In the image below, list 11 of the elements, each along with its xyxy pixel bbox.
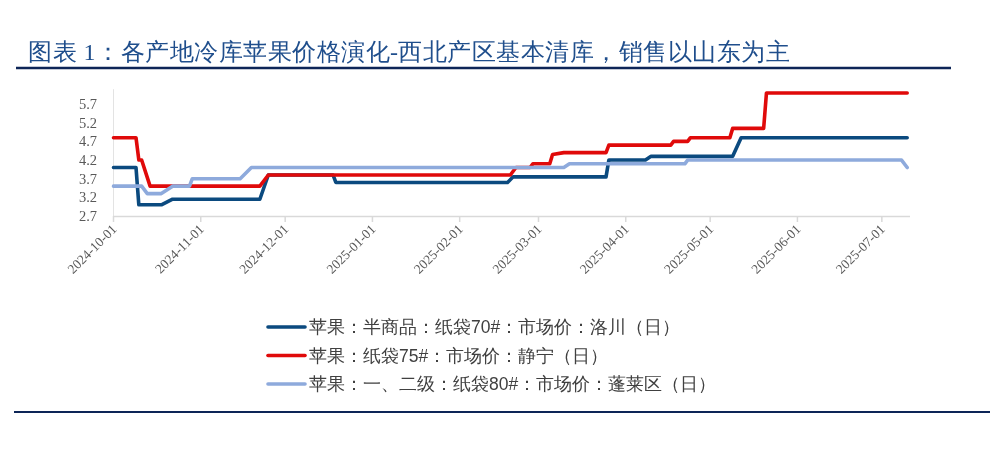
y-tick-label: 4.2 xyxy=(78,152,97,169)
legend-label: 苹果：一、二级：纸袋80#：市场价：蓬莱区（日） xyxy=(309,374,717,394)
legend-label: 苹果：半商品：纸袋70#：市场价：洛川（日） xyxy=(309,317,681,337)
y-tick-label: 4.7 xyxy=(78,133,97,150)
legend-label: 苹果：纸袋75#：市场价：静宁（日） xyxy=(309,345,609,366)
y-tick-label: 5.2 xyxy=(78,114,97,131)
y-tick-label: 3.2 xyxy=(78,189,97,206)
title: 图表 1：各产地冷库苹果价格演化-西北产区基本清库，销售以山东为主 xyxy=(28,39,791,65)
y-tick-label: 2.7 xyxy=(78,208,97,224)
y-tick-label: 5.7 xyxy=(78,96,97,113)
y-tick-label: 3.7 xyxy=(78,170,97,187)
